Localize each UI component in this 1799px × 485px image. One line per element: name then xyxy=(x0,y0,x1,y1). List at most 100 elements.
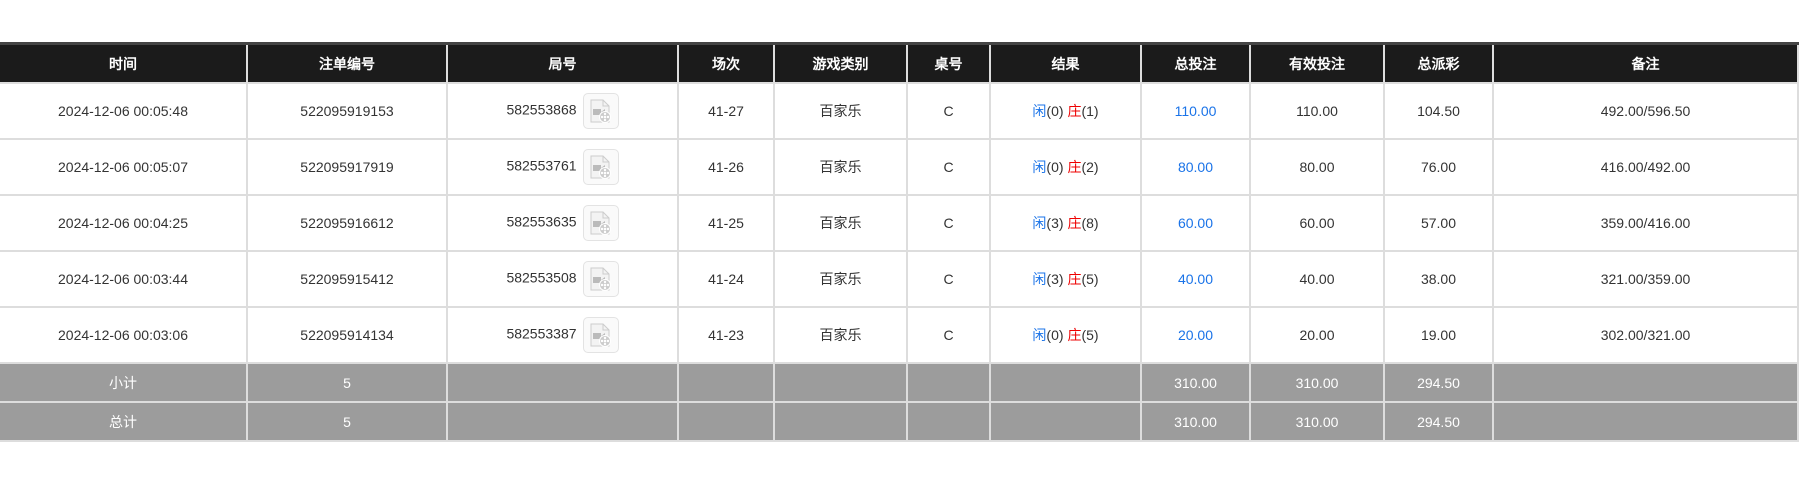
column-header: 桌号 xyxy=(906,42,991,84)
note-cell: 359.00/416.00 xyxy=(1492,194,1799,252)
player-score: (3) xyxy=(1046,215,1064,231)
valid-bet-cell: 20.00 xyxy=(1249,306,1385,364)
table-cell: C xyxy=(906,82,991,140)
subtotal-count: 5 xyxy=(246,362,448,403)
bet-id-cell: 522095919153 xyxy=(246,82,448,140)
round-number: 582553387 xyxy=(506,325,577,342)
note-cell: 302.00/321.00 xyxy=(1492,306,1799,364)
banker-label: 庄 xyxy=(1067,271,1082,287)
player-score: (3) xyxy=(1046,271,1064,287)
empty-cell xyxy=(906,401,991,442)
total-bet-link[interactable]: 110.00 xyxy=(1140,82,1251,140)
player-score: (0) xyxy=(1046,103,1064,119)
result-cell: 闲(0) 庄(1) xyxy=(989,82,1142,140)
note-cell: 321.00/359.00 xyxy=(1492,250,1799,308)
total-bet-link[interactable]: 40.00 xyxy=(1140,250,1251,308)
banker-label: 庄 xyxy=(1067,103,1082,119)
round-number: 582553761 xyxy=(506,157,577,174)
column-header: 注单编号 xyxy=(246,42,448,84)
empty-cell xyxy=(773,362,908,403)
empty-cell xyxy=(1492,362,1799,403)
banker-score: (8) xyxy=(1081,215,1099,231)
time-cell: 2024-12-06 00:04:25 xyxy=(0,194,248,252)
column-header: 局号 xyxy=(446,42,679,84)
video-file-icon[interactable] xyxy=(582,149,619,185)
player-label: 闲 xyxy=(1032,159,1047,175)
player-label: 闲 xyxy=(1032,215,1047,231)
game-cell: 百家乐 xyxy=(773,82,908,140)
table-header: 时间 注单编号 局号 场次 游戏类别 桌号 结果 总投注 有效投注 总派彩 备注 xyxy=(0,42,1799,84)
total-label: 总计 xyxy=(0,401,248,442)
player-score: (0) xyxy=(1046,327,1064,343)
subtotal-row: 小计 5 310.00 310.00 294.50 xyxy=(0,362,1799,403)
total-bet-link[interactable]: 20.00 xyxy=(1140,306,1251,364)
result-cell: 闲(0) 庄(5) xyxy=(989,306,1142,364)
table-row: 2024-12-06 00:03:06 522095914134 5825533… xyxy=(0,306,1799,364)
bet-records-table: 时间 注单编号 局号 场次 游戏类别 桌号 结果 总投注 有效投注 总派彩 备注 2024-12-0… xyxy=(0,42,1799,442)
table-cell: C xyxy=(906,306,991,364)
total-total-bet: 310.00 xyxy=(1140,401,1251,442)
bet-id-cell: 522095917919 xyxy=(246,138,448,196)
banker-score: (5) xyxy=(1081,271,1099,287)
empty-cell xyxy=(677,362,775,403)
banker-label: 庄 xyxy=(1067,327,1082,343)
player-score: (0) xyxy=(1046,159,1064,175)
payout-cell: 19.00 xyxy=(1383,306,1494,364)
total-row: 总计 5 310.00 310.00 294.50 xyxy=(0,401,1799,442)
session-cell: 41-26 xyxy=(677,138,775,196)
session-cell: 41-27 xyxy=(677,82,775,140)
time-cell: 2024-12-06 00:05:07 xyxy=(0,138,248,196)
valid-bet-cell: 60.00 xyxy=(1249,194,1385,252)
time-cell: 2024-12-06 00:05:48 xyxy=(0,82,248,140)
valid-bet-cell: 80.00 xyxy=(1249,138,1385,196)
payout-cell: 57.00 xyxy=(1383,194,1494,252)
column-header: 结果 xyxy=(989,42,1142,84)
game-cell: 百家乐 xyxy=(773,306,908,364)
video-file-icon[interactable] xyxy=(582,317,619,353)
bet-id-cell: 522095916612 xyxy=(246,194,448,252)
result-cell: 闲(3) 庄(5) xyxy=(989,250,1142,308)
column-header: 场次 xyxy=(677,42,775,84)
banker-score: (2) xyxy=(1081,159,1099,175)
table-row: 2024-12-06 00:03:44 522095915412 5825535… xyxy=(0,250,1799,308)
empty-cell xyxy=(1492,401,1799,442)
round-cell: 582553387 xyxy=(446,306,679,364)
video-file-icon[interactable] xyxy=(582,205,619,241)
subtotal-total-bet: 310.00 xyxy=(1140,362,1251,403)
round-number: 582553508 xyxy=(506,269,577,286)
total-bet-link[interactable]: 80.00 xyxy=(1140,138,1251,196)
round-cell: 582553868 xyxy=(446,82,679,140)
column-header: 总派彩 xyxy=(1383,42,1494,84)
table-cell: C xyxy=(906,138,991,196)
table-cell: C xyxy=(906,194,991,252)
video-file-icon[interactable] xyxy=(582,93,619,129)
total-bet-link[interactable]: 60.00 xyxy=(1140,194,1251,252)
bet-id-cell: 522095915412 xyxy=(246,250,448,308)
session-cell: 41-25 xyxy=(677,194,775,252)
time-cell: 2024-12-06 00:03:06 xyxy=(0,306,248,364)
player-label: 闲 xyxy=(1032,327,1047,343)
empty-cell xyxy=(773,401,908,442)
subtotal-payout: 294.50 xyxy=(1383,362,1494,403)
total-valid-bet: 310.00 xyxy=(1249,401,1385,442)
round-cell: 582553508 xyxy=(446,250,679,308)
payout-cell: 38.00 xyxy=(1383,250,1494,308)
player-label: 闲 xyxy=(1032,103,1047,119)
payout-cell: 76.00 xyxy=(1383,138,1494,196)
round-cell: 582553635 xyxy=(446,194,679,252)
empty-cell xyxy=(989,401,1142,442)
table-cell: C xyxy=(906,250,991,308)
note-cell: 492.00/596.50 xyxy=(1492,82,1799,140)
table-row: 2024-12-06 00:05:07 522095917919 5825537… xyxy=(0,138,1799,196)
note-cell: 416.00/492.00 xyxy=(1492,138,1799,196)
banker-label: 庄 xyxy=(1067,215,1082,231)
round-cell: 582553761 xyxy=(446,138,679,196)
banker-label: 庄 xyxy=(1067,159,1082,175)
session-cell: 41-24 xyxy=(677,250,775,308)
round-number: 582553868 xyxy=(506,101,577,118)
table-row: 2024-12-06 00:05:48 522095919153 5825538… xyxy=(0,82,1799,140)
empty-cell xyxy=(446,401,679,442)
video-file-icon[interactable] xyxy=(582,261,619,297)
subtotal-valid-bet: 310.00 xyxy=(1249,362,1385,403)
empty-cell xyxy=(677,401,775,442)
